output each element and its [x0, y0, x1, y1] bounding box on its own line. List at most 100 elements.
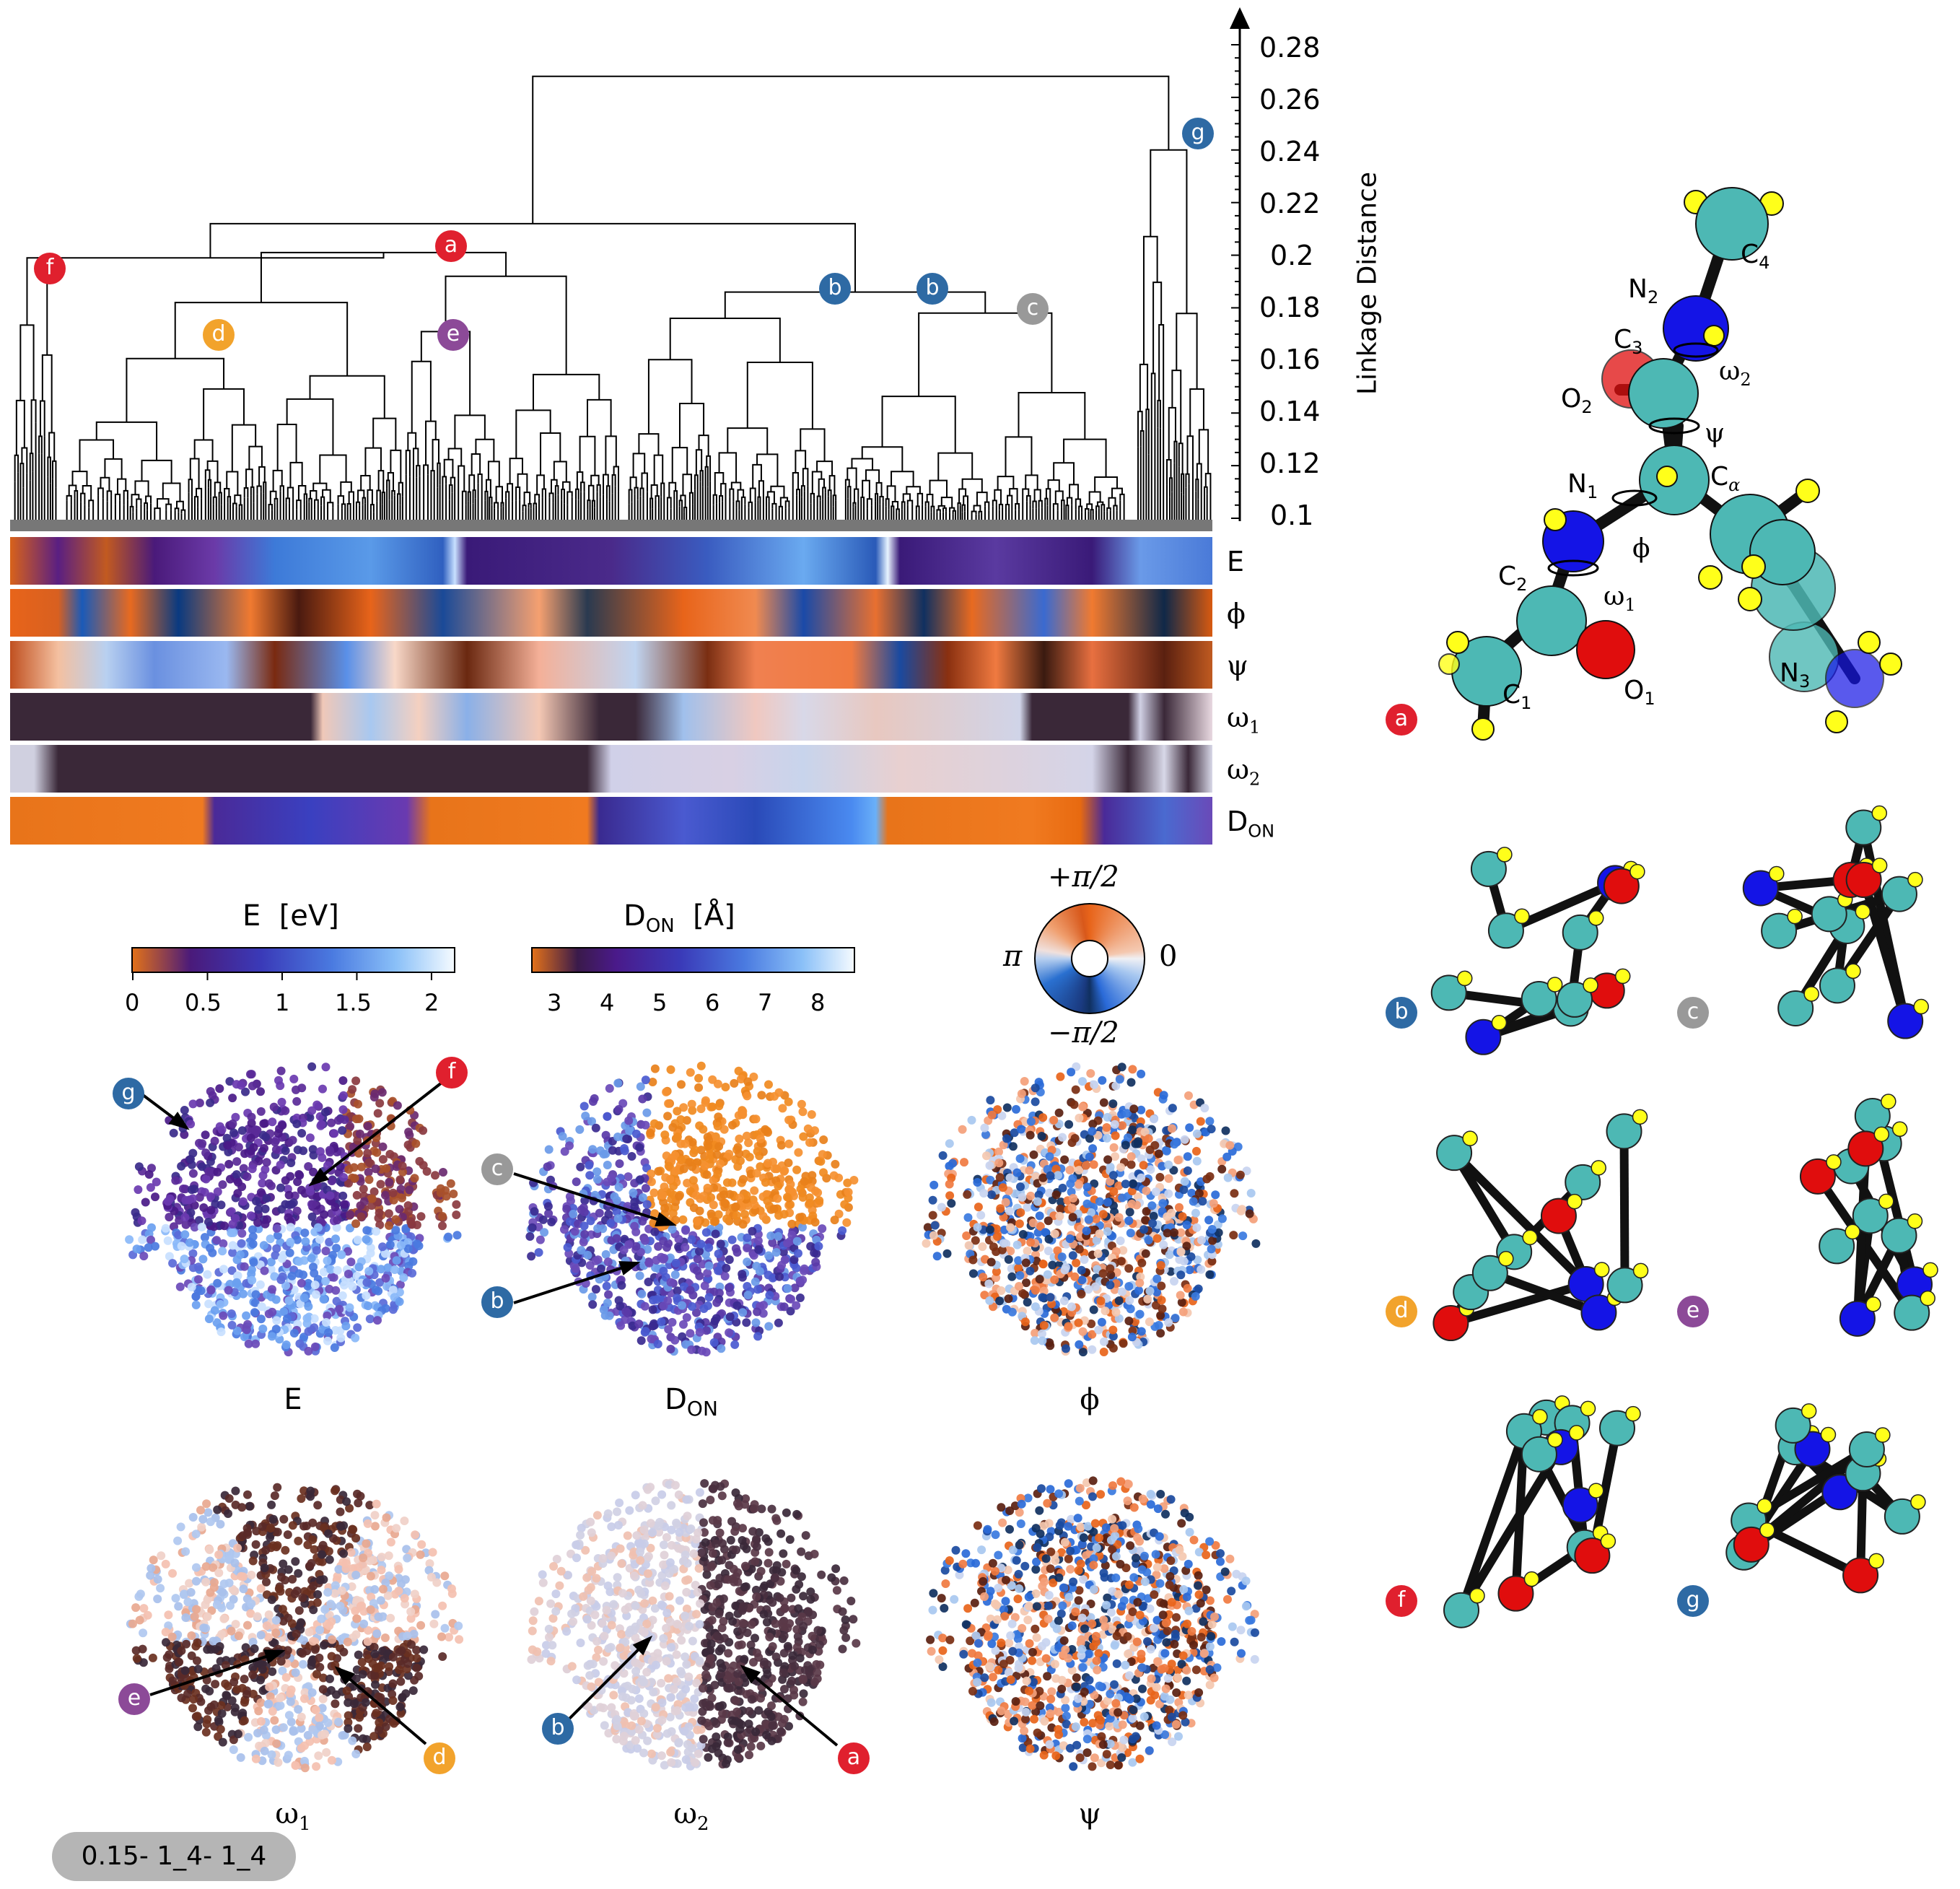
- scatter-point: [253, 1218, 263, 1227]
- scatter-point: [292, 1235, 302, 1244]
- scatter-point: [411, 1530, 420, 1540]
- scatter-point: [289, 1329, 299, 1338]
- dendrogram-link: [509, 458, 523, 484]
- scatter-point: [1038, 1260, 1048, 1269]
- scatter-point: [193, 1656, 201, 1665]
- dendrogram-link: [214, 481, 222, 497]
- scatter-point: [349, 1699, 359, 1709]
- dendrogram-link: [1063, 438, 1107, 477]
- scatter-point: [722, 1214, 732, 1223]
- scatter-point: [688, 1138, 697, 1147]
- scatter-point: [165, 1213, 174, 1222]
- scatter-point: [1150, 1140, 1160, 1150]
- scatter-point: [1072, 1258, 1081, 1268]
- scatter-point: [738, 1174, 748, 1184]
- scatter-point: [599, 1150, 608, 1159]
- scatter-point: [1207, 1225, 1217, 1234]
- scatter-point: [388, 1188, 398, 1197]
- scatter-point: [268, 1541, 278, 1550]
- scatter-point: [693, 1266, 701, 1275]
- scatter-point: [1131, 1139, 1140, 1148]
- scatter-point: [1222, 1152, 1232, 1161]
- scatter-point: [278, 1121, 287, 1130]
- scatter-point: [1114, 1213, 1124, 1222]
- dendrogram-link: [286, 398, 334, 455]
- scatter-point: [958, 1125, 967, 1134]
- strip-label-phi: ϕ: [1227, 598, 1246, 629]
- scatter-point: [1012, 1104, 1020, 1114]
- dendrogram-link: [688, 492, 694, 505]
- scatter-point: [258, 1171, 268, 1180]
- scatter-point: [1118, 1193, 1127, 1203]
- scatter-point: [1026, 1191, 1036, 1200]
- scatter-point: [1230, 1189, 1239, 1198]
- scatter-point: [1191, 1292, 1200, 1301]
- scatter-point: [307, 1657, 316, 1667]
- scatter-point: [193, 1275, 203, 1284]
- energy-colorbar-title: E [eV]: [242, 899, 339, 933]
- scatter-point: [1198, 1197, 1207, 1206]
- scatter-point: [1126, 1229, 1135, 1238]
- scatter-point: [428, 1548, 437, 1557]
- strip-phi: [10, 589, 1212, 637]
- scatter-point: [364, 1168, 373, 1177]
- dendrogram-link: [533, 502, 538, 507]
- scatter-point: [1103, 1112, 1112, 1122]
- scatter-point: [819, 1135, 828, 1144]
- scatter-point: [637, 1289, 647, 1299]
- scatter-point: [779, 1210, 789, 1219]
- dendrogram-link: [714, 472, 725, 495]
- dendrogram-link: [724, 291, 986, 319]
- scatter-point: [226, 1601, 235, 1610]
- scatter-point: [190, 1612, 199, 1621]
- scatter-point: [640, 1301, 649, 1311]
- scatter-point: [738, 1308, 748, 1317]
- scatter-point: [181, 1220, 191, 1229]
- dendrogram-link: [360, 474, 371, 491]
- scatter-point: [677, 1156, 686, 1164]
- angle-label-right: 0: [1159, 940, 1178, 973]
- scatter-point: [635, 1143, 644, 1152]
- scatter-point: [628, 1321, 637, 1330]
- scatter-point: [229, 1128, 238, 1138]
- scatter-point: [1108, 1343, 1118, 1353]
- dendrogram-link: [231, 424, 257, 472]
- scatter-point: [277, 1205, 286, 1214]
- scatter-point: [348, 1282, 357, 1291]
- scatter-point: [1156, 1329, 1165, 1338]
- strip-omega2: [10, 745, 1212, 793]
- scatter-point: [248, 1225, 257, 1234]
- scatter-point: [351, 1333, 360, 1343]
- scatter-point: [1126, 1160, 1136, 1169]
- scatter-point: [708, 1102, 717, 1112]
- scatter-point: [563, 1243, 572, 1252]
- scatter-point: [753, 1236, 763, 1245]
- scatter-point: [1238, 1205, 1247, 1214]
- scatter-point: [783, 1239, 792, 1248]
- scatter-point: [624, 1172, 633, 1182]
- scatter-point: [222, 1133, 232, 1143]
- dendrogram-link: [80, 492, 86, 505]
- scatter-point: [652, 1255, 661, 1265]
- scatter-point: [720, 1198, 730, 1208]
- scatter-point: [731, 1244, 740, 1253]
- scatter-point: [304, 1162, 313, 1171]
- scatter-point: [279, 1307, 289, 1317]
- scatter-point: [201, 1148, 211, 1158]
- scatter-point: [203, 1612, 212, 1621]
- scatter-point: [985, 1225, 994, 1234]
- scatter-point: [190, 1185, 199, 1194]
- scatter-point: [248, 1556, 258, 1566]
- scatter-point: [777, 1260, 787, 1270]
- scatter-point: [346, 1223, 354, 1233]
- scatter-point: [714, 1112, 723, 1122]
- don-tick-7: 7: [758, 989, 773, 1016]
- scatter-point: [327, 1177, 336, 1186]
- scatter-point: [363, 1122, 372, 1131]
- scatter-point: [1137, 1069, 1146, 1078]
- scatter-point: [679, 1164, 688, 1174]
- scatter-point: [1103, 1227, 1112, 1236]
- scatter-point: [540, 1228, 549, 1237]
- scatter-point: [232, 1326, 242, 1335]
- scatter-point: [716, 1192, 725, 1202]
